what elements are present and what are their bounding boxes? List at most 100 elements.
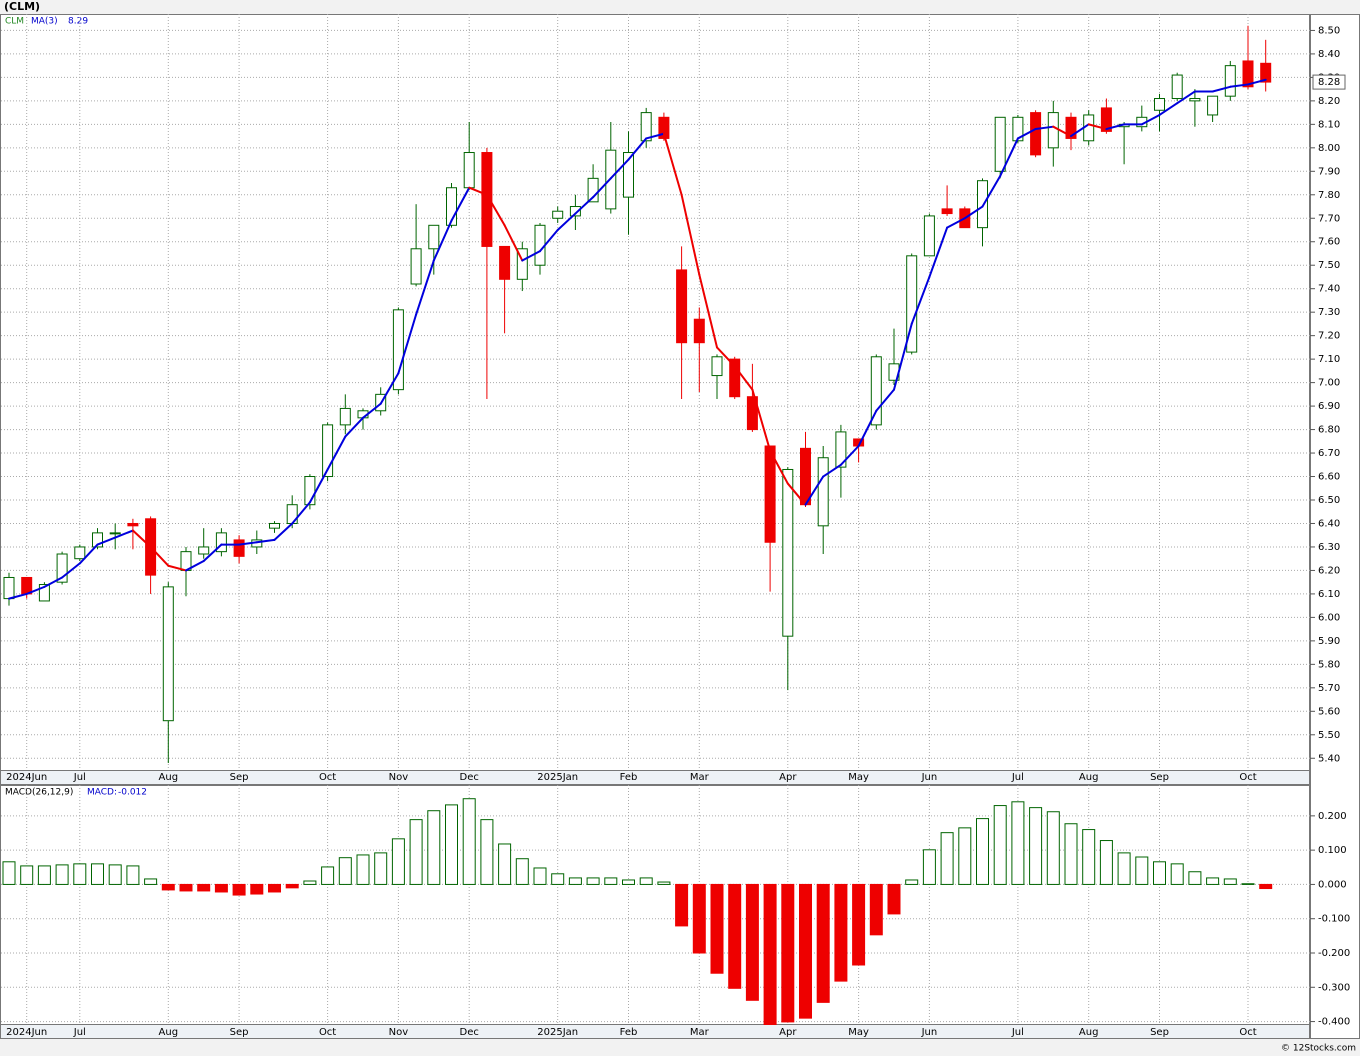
y-tick-label: 6.30 [1318, 542, 1340, 553]
ma-segment [910, 275, 931, 325]
macd-bars [2, 798, 1273, 1025]
candle-body [74, 546, 86, 560]
ma-segment [379, 372, 400, 405]
x-tick-label: Mar [690, 1027, 710, 1038]
ma-segment [1087, 123, 1108, 131]
y-tick-label: 5.60 [1318, 706, 1340, 717]
ma-segment [25, 585, 46, 595]
y-tick-label: 0.100 [1318, 845, 1347, 856]
ma-segment [751, 388, 772, 452]
bar [1135, 856, 1149, 885]
candle-body [587, 177, 599, 203]
bar [533, 867, 547, 885]
bar [1188, 871, 1202, 885]
bar [250, 883, 264, 895]
y-tick-label: 5.40 [1318, 753, 1340, 764]
bar [622, 879, 635, 885]
chart-title: (CLM) [4, 0, 40, 13]
x-tick-label: Sep [230, 1027, 249, 1038]
candle-body [941, 208, 953, 215]
candle-body [835, 431, 847, 468]
candle-body [499, 245, 511, 280]
bar [321, 866, 335, 885]
y-tick-label: 7.50 [1318, 260, 1340, 271]
candle-body [1189, 98, 1201, 102]
ma-segment [61, 562, 81, 579]
ma-segment [308, 468, 329, 504]
candle-body [782, 468, 794, 637]
x-tick-label: Jul [73, 1027, 86, 1038]
bar [126, 865, 140, 885]
y-tick-label: -0.200 [1318, 948, 1350, 959]
y-tick-label: 6.70 [1318, 448, 1340, 459]
y-tick-label: 8.40 [1318, 49, 1340, 60]
bar [568, 877, 582, 885]
bar [710, 883, 724, 974]
x-tick-label: Apr [779, 772, 797, 783]
ma-segment [875, 388, 895, 412]
bar [1170, 863, 1184, 885]
y-tick-label: 6.20 [1318, 565, 1340, 576]
legend-ma: MA(3) [31, 17, 58, 27]
x-tick-label: Jun [921, 772, 938, 783]
candle-body [446, 187, 457, 226]
ma-segment [238, 541, 258, 546]
x-tick-label: Apr [779, 1027, 797, 1038]
bar [462, 798, 476, 885]
y-tick-label: 7.80 [1318, 190, 1340, 201]
y-tick-label: 6.40 [1318, 518, 1340, 529]
x-tick-label: Jul [1011, 1027, 1024, 1038]
x-tick-label: Oct [319, 772, 336, 783]
candle-body [1030, 112, 1042, 156]
candle-body [729, 358, 741, 398]
bar [763, 883, 777, 1025]
bar [887, 883, 901, 915]
candle-body [764, 445, 776, 543]
bar [1082, 829, 1096, 885]
candle-body [817, 457, 829, 527]
bar [285, 883, 299, 889]
candle-body [3, 576, 15, 600]
candle-body [658, 116, 670, 139]
y-tick-label: -0.100 [1318, 914, 1350, 925]
candle-body [1065, 116, 1077, 139]
bar [993, 805, 1007, 885]
y-tick-label: 8.50 [1318, 25, 1340, 36]
x-tick-label: Dec [460, 772, 479, 783]
macd-label: MACD: [87, 788, 117, 798]
y-tick-label: 7.40 [1318, 284, 1340, 295]
bar [214, 883, 228, 893]
candle-body [463, 152, 475, 189]
legend-symbol: CLM [5, 17, 24, 27]
ma-segment [255, 538, 276, 544]
y-tick-label: 0.200 [1318, 811, 1347, 822]
ma-segment [397, 313, 418, 375]
x-tick-label: Oct [319, 1027, 336, 1038]
y-tick-label: 5.70 [1318, 683, 1340, 694]
macd-panel [0, 785, 1310, 1025]
y-tick-label: -0.300 [1318, 982, 1350, 993]
bar [37, 865, 51, 885]
bar [675, 883, 689, 927]
y-tick-label: 6.90 [1318, 401, 1340, 412]
y-tick-label: 0.000 [1318, 879, 1347, 890]
bar [356, 854, 370, 885]
bar [197, 883, 211, 892]
x-tick-label: Oct [1239, 1027, 1256, 1038]
bar [1153, 861, 1166, 885]
y-tick-label: -0.400 [1318, 1017, 1350, 1028]
last-price-box [1312, 74, 1346, 90]
x-axis-band [0, 1024, 1310, 1039]
bar [551, 873, 565, 885]
ma-segment [185, 560, 205, 572]
candle-body [92, 532, 103, 548]
ma-segment [627, 137, 648, 161]
candle-body [322, 424, 334, 478]
ma-segment [981, 175, 1002, 208]
ma-segment [946, 217, 966, 229]
ma-segment [680, 193, 701, 276]
ma-segment [1070, 123, 1090, 138]
candle-body [215, 532, 227, 553]
ma-segment [963, 205, 984, 220]
